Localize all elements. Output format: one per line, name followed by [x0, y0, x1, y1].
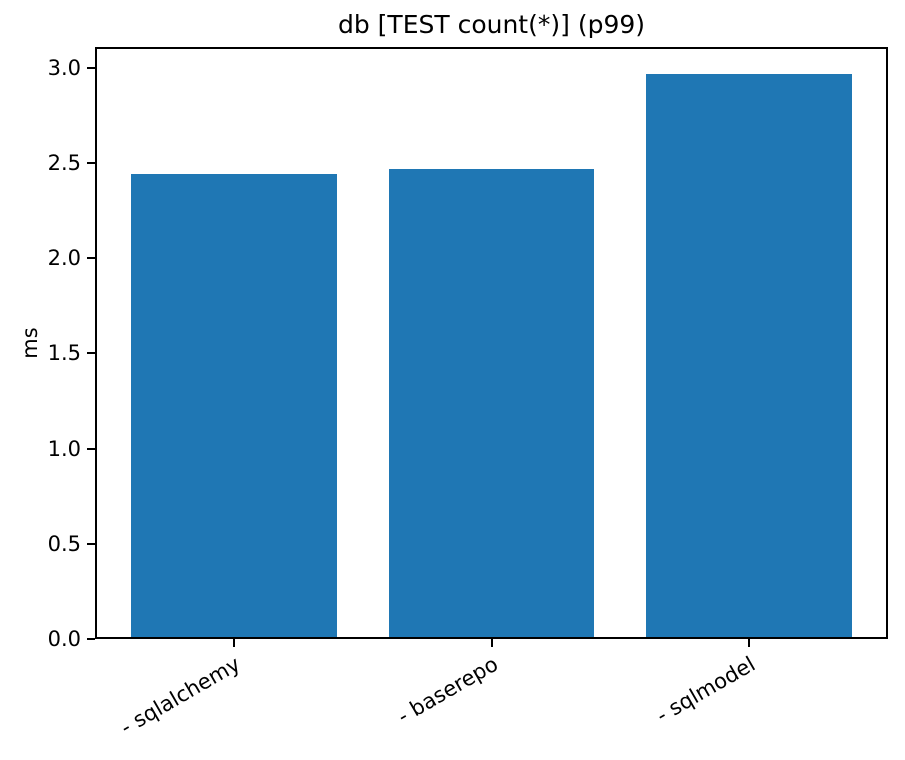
y-tick-label: 0.5	[47, 531, 81, 556]
y-tick-label: 0.0	[47, 627, 81, 651]
plot-area	[95, 47, 888, 639]
y-tick-mark	[87, 162, 95, 165]
x-tick-label: - sqlalchemy	[116, 651, 245, 740]
x-tick-mark	[233, 639, 236, 647]
y-tick-mark	[87, 66, 95, 69]
y-tick-mark	[87, 542, 95, 545]
x-tick-mark	[490, 639, 493, 647]
bar-sqlalchemy	[131, 174, 337, 637]
x-tick-label: - baserepo	[393, 651, 502, 729]
y-tick-label: 2.0	[47, 246, 81, 271]
bar-sqlmodel	[645, 73, 852, 637]
x-tick-mark	[747, 639, 750, 647]
y-tick-label: 3.0	[47, 55, 81, 80]
x-tick-label: - sqlmodel	[652, 651, 760, 728]
bar-baserepo	[388, 168, 595, 637]
y-tick-label: 1.0	[47, 436, 81, 461]
y-tick-mark	[87, 257, 95, 260]
chart-title: db [TEST count(*)] (p99)	[337, 10, 646, 39]
y-tick-mark	[87, 352, 95, 355]
y-tick-mark	[87, 638, 95, 640]
y-tick-label: 1.5	[47, 341, 81, 366]
y-tick-label: 2.5	[47, 151, 81, 176]
y-tick-mark	[87, 447, 95, 450]
